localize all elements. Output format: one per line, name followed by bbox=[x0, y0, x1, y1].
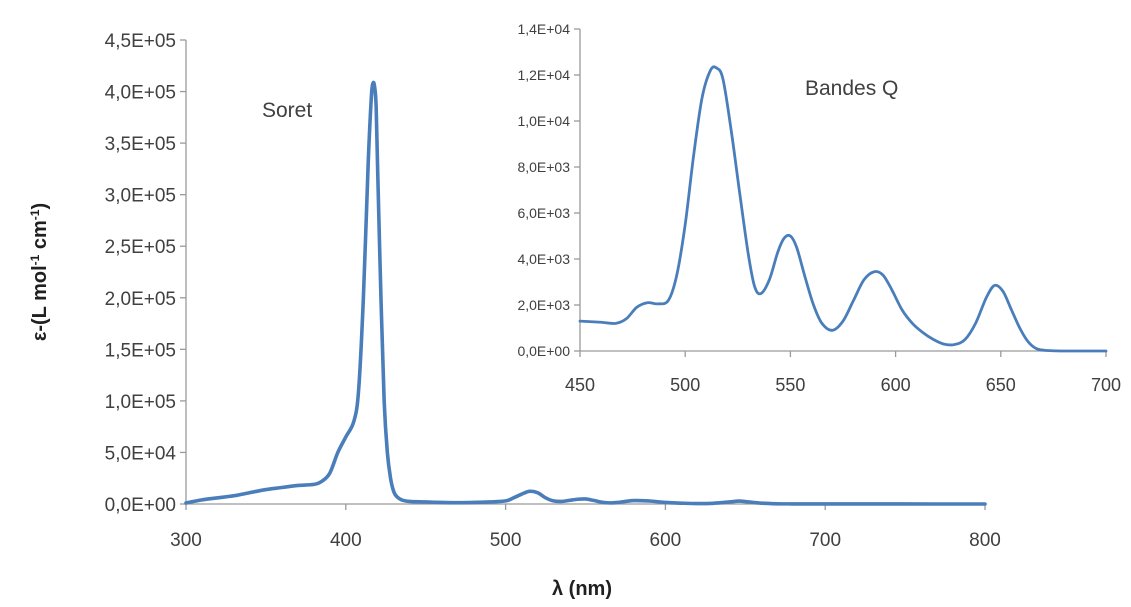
main-y-tick-labels: 0,0E+00 5,0E+04 1,0E+05 1,5E+05 2,0E+05 2,5E+… bbox=[105, 31, 177, 516]
main-chart: 0,0E+00 5,0E+04 1,0E+05 1,5E+05 2,0E+05 2,5E+… bbox=[28, 31, 1001, 600]
main-y-tick-label: 1,5E+05 bbox=[105, 340, 176, 361]
inset-y-tick-label: 1,2E+04 bbox=[517, 67, 570, 83]
inset-series-line-0 bbox=[578, 65, 1108, 353]
inset-y-tick-label: 2,0E+03 bbox=[517, 297, 570, 313]
main-y-tick-label: 5,0E+04 bbox=[105, 443, 177, 464]
inset-axes bbox=[574, 28, 1107, 357]
main-x-tick-label: 400 bbox=[330, 530, 362, 551]
inset-chart: 0,0E+00 2,0E+03 4,0E+03 6,0E+03 8,0E+03 1,0E+… bbox=[517, 21, 1121, 395]
inset-x-tick-label: 600 bbox=[881, 375, 911, 395]
main-y-tick-label: 4,5E+05 bbox=[105, 31, 176, 52]
x-axis-label: λ (nm) bbox=[552, 578, 612, 600]
inset-y-tick-label: 0,0E+00 bbox=[517, 343, 570, 359]
inset-x-tick-label: 550 bbox=[775, 375, 805, 395]
main-series-line-0 bbox=[184, 80, 987, 506]
main-x-tick-label: 800 bbox=[969, 530, 1001, 551]
inset-y-tick-label: 4,0E+03 bbox=[517, 251, 570, 267]
main-y-tick-label: 1,0E+05 bbox=[105, 392, 176, 413]
main-y-tick-label: 3,5E+05 bbox=[105, 134, 176, 155]
main-x-tick-label: 300 bbox=[170, 530, 202, 551]
inset-series bbox=[578, 65, 1108, 353]
annotation-soret: Soret bbox=[262, 99, 312, 122]
main-x-tick-label: 600 bbox=[650, 530, 682, 551]
annotation-bandes-q: Bandes Q bbox=[805, 77, 898, 100]
inset-y-tick-labels: 0,0E+00 2,0E+03 4,0E+03 6,0E+03 8,0E+03 1,0E+… bbox=[517, 21, 570, 359]
inset-x-tick-labels: 450 500 550 600 650 700 bbox=[565, 375, 1121, 395]
main-y-tick-label: 4,0E+05 bbox=[105, 83, 176, 104]
main-x-tick-label: 700 bbox=[809, 530, 841, 551]
inset-x-tick-label: 700 bbox=[1091, 375, 1121, 395]
inset-y-tick-label: 1,0E+04 bbox=[517, 113, 570, 129]
main-y-tick-label: 2,0E+05 bbox=[105, 289, 176, 310]
inset-x-tick-label: 500 bbox=[670, 375, 700, 395]
inset-x-tick-label: 450 bbox=[565, 375, 595, 395]
main-y-tick-label: 3,0E+05 bbox=[105, 186, 176, 207]
main-series bbox=[184, 80, 987, 506]
main-y-tick-label: 2,5E+05 bbox=[105, 237, 176, 258]
inset-x-tick-label: 650 bbox=[986, 375, 1016, 395]
inset-y-tick-label: 6,0E+03 bbox=[517, 205, 570, 221]
main-x-tick-label: 500 bbox=[490, 530, 522, 551]
main-y-tick-label: 0,0E+00 bbox=[105, 495, 176, 516]
inset-y-tick-label: 8,0E+03 bbox=[517, 159, 570, 175]
y-axis-label: ε-(L mol-1 cm-1) bbox=[28, 203, 51, 341]
inset-y-tick-label: 1,4E+04 bbox=[517, 21, 570, 37]
main-x-tick-labels: 300 400 500 600 700 800 bbox=[170, 530, 1001, 551]
